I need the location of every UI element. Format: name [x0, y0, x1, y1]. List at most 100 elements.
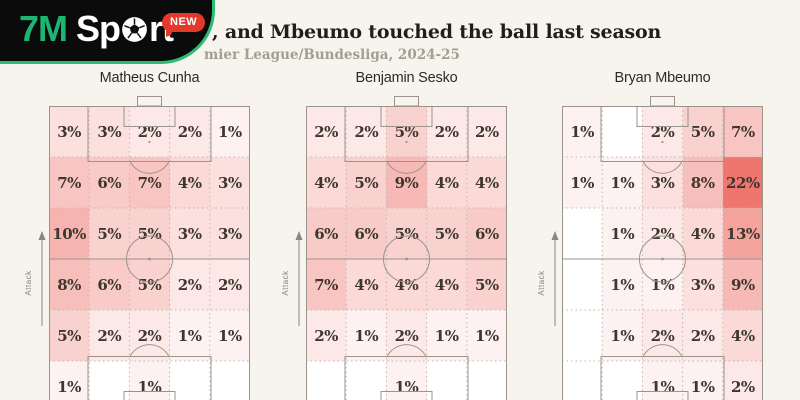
heat-cell-value: 2% — [314, 326, 338, 345]
heat-cell-value: 1% — [217, 326, 242, 345]
heat-cell: 5% — [129, 259, 170, 310]
heat-cell: 6% — [466, 208, 507, 259]
heat-cell-value: 6% — [97, 173, 122, 192]
attack-axis-label: Attack — [24, 270, 33, 296]
heat-cell-value: 1% — [354, 326, 379, 345]
heat-cell: 2% — [642, 208, 683, 259]
heat-cell-value: 6% — [474, 224, 499, 243]
heat-cell-value: 1% — [217, 122, 242, 141]
pitch-heatmap: 3% 3% 2% 2% 1% 7% 6% 7% 4% 3% 10% 5% 5% 3% 3% 8% 6% 5% 2% 2… — [49, 96, 250, 400]
heat-cell: 4% — [722, 310, 763, 361]
heat-cell: 1% — [642, 361, 683, 400]
heat-cell: 3% — [209, 208, 250, 259]
heat-cell — [562, 361, 603, 400]
heat-cell: 4% — [306, 157, 347, 208]
heat-cell: 3% — [682, 259, 723, 310]
heat-cell — [209, 361, 250, 400]
heat-cell: 7% — [49, 157, 90, 208]
logo-wordmark: 7M Sp rt — [19, 8, 174, 50]
heat-cell-value: 10% — [52, 224, 86, 243]
heat-cell-value: 5% — [137, 224, 162, 243]
heat-cell-value: 1% — [137, 377, 162, 396]
heat-cell-value: 4% — [434, 275, 459, 294]
heat-cell — [169, 361, 210, 400]
heat-cell: 9% — [722, 259, 763, 310]
heat-cell-value: 2% — [177, 122, 202, 141]
heat-cell — [306, 361, 347, 400]
heat-cell: 3% — [209, 157, 250, 208]
heat-cell: 4% — [169, 157, 210, 208]
heat-cell-value: 5% — [137, 275, 162, 294]
heat-cell-value: 2% — [137, 122, 162, 141]
heat-cell: 4% — [426, 157, 467, 208]
heat-cell: 7% — [306, 259, 347, 310]
heat-cells: 1% 2% 5% 7% 1% 1% 3% 8% 22% 1% 2% 4% 13% 1% 1% 3% 9% 1% 2%… — [562, 106, 763, 400]
heat-cell: 1% — [129, 361, 170, 400]
heat-cell-value: 3% — [690, 275, 715, 294]
heat-cell — [602, 106, 643, 157]
heat-cell-value: 1% — [610, 326, 635, 345]
heat-cell: 3% — [49, 106, 90, 157]
heat-cell-value: 7% — [314, 275, 338, 294]
heat-cell-value: 9% — [394, 173, 419, 192]
pitch-heatmap: 2% 2% 5% 2% 2% 4% 5% 9% 4% 4% 6% 6% 5% 5% 6% 7% 4% 4% 4% 5%… — [306, 96, 507, 400]
heat-cell: 2% — [466, 106, 507, 157]
logo-7m-text: 7M — [19, 8, 68, 49]
heat-cell: 5% — [466, 259, 507, 310]
heat-cell: 1% — [602, 310, 643, 361]
heat-cell: 2% — [129, 106, 170, 157]
heat-cell — [346, 361, 387, 400]
heat-cell: 1% — [562, 157, 603, 208]
heat-cell: 5% — [682, 106, 723, 157]
heat-cell — [562, 208, 603, 259]
heat-cell-value: 1% — [650, 377, 675, 396]
heat-cell: 5% — [386, 208, 427, 259]
attack-axis-label: Attack — [537, 270, 546, 296]
heat-cell-value: 1% — [434, 326, 459, 345]
heat-cell-value: 1% — [57, 377, 81, 396]
heat-cell: 1% — [642, 259, 683, 310]
attack-direction-arrow: Attack — [23, 230, 47, 332]
heat-cell: 1% — [602, 157, 643, 208]
heat-cell: 5% — [89, 208, 130, 259]
heat-cell: 4% — [426, 259, 467, 310]
page-title: , and Mbeumo touched the ball last seaso… — [212, 21, 662, 43]
heat-cell: 1% — [562, 106, 603, 157]
heat-cell: 4% — [466, 157, 507, 208]
heat-cell-value: 6% — [354, 224, 379, 243]
heat-cell-value: 13% — [726, 224, 760, 243]
heat-cell-value: 3% — [177, 224, 202, 243]
heat-cell: 5% — [346, 157, 387, 208]
heat-cells: 2% 2% 5% 2% 2% 4% 5% 9% 4% 4% 6% 6% 5% 5% 6% 7% 4% 4% 4% 5%… — [306, 106, 507, 400]
heat-cell-value: 5% — [690, 122, 715, 141]
heat-cell: 1% — [169, 310, 210, 361]
heat-cell: 1% — [602, 208, 643, 259]
soccer-ball-icon — [121, 10, 148, 42]
heat-cell-value: 6% — [314, 224, 338, 243]
pitch-heatmap: 1% 2% 5% 7% 1% 1% 3% 8% 22% 1% 2% 4% 13% 1% 1% 3% 9% 1% 2%… — [562, 96, 763, 400]
heat-cell-value: 2% — [730, 377, 755, 396]
7m-sport-logo[interactable]: 7M Sp rt — [0, 0, 215, 64]
heat-cell: 2% — [386, 310, 427, 361]
heat-cell-value: 6% — [97, 275, 122, 294]
heat-cell — [89, 361, 130, 400]
heat-cell-value: 1% — [474, 326, 499, 345]
heat-cell: 2% — [169, 259, 210, 310]
heat-cell: 6% — [89, 259, 130, 310]
heat-cell: 3% — [169, 208, 210, 259]
heat-cell-value: 2% — [394, 326, 419, 345]
heat-cell — [562, 310, 603, 361]
heat-cell-value: 5% — [394, 122, 419, 141]
heat-cell-value: 4% — [354, 275, 379, 294]
heat-cell: 7% — [129, 157, 170, 208]
heat-cell-value: 4% — [314, 173, 338, 192]
heat-cell-value: 7% — [137, 173, 162, 192]
heat-cell-value: 1% — [610, 224, 635, 243]
heat-cell-value: 4% — [474, 173, 499, 192]
player-name: Bryan Mbeumo — [614, 70, 711, 86]
heat-cell: 4% — [682, 208, 723, 259]
heat-cell-value: 1% — [394, 377, 419, 396]
heat-cell-value: 2% — [314, 122, 338, 141]
heat-cell: 10% — [49, 208, 90, 259]
heat-cell: 2% — [682, 310, 723, 361]
